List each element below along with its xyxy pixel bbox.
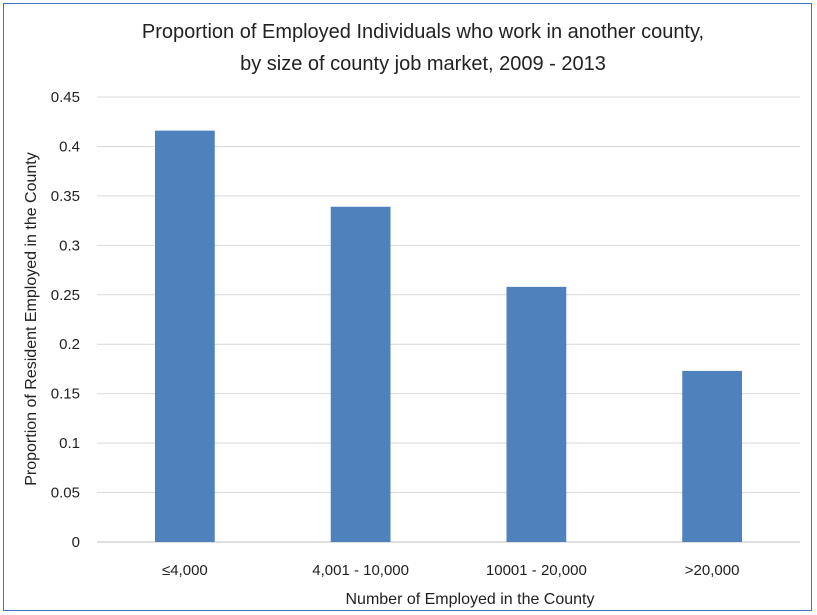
y-tick-label: 0.35 xyxy=(51,188,80,205)
x-axis-title: Number of Employed in the County xyxy=(345,591,594,608)
y-tick-label: 0.05 xyxy=(51,485,80,502)
bar xyxy=(154,130,215,542)
bar xyxy=(330,206,391,542)
x-axis-ticks: ≤4,000 4,001 - 10,000 10001 - 20,000 >20,00… xyxy=(162,562,739,579)
x-tick-label: >20,000 xyxy=(685,562,740,579)
x-tick-label: ≤4,000 xyxy=(162,562,208,579)
x-tick-label: 10001 - 20,000 xyxy=(486,562,587,579)
bar xyxy=(682,370,743,542)
y-tick-label: 0.4 xyxy=(59,138,80,155)
y-tick-label: 0.25 xyxy=(51,287,80,304)
y-axis-ticks: 0 0.05 0.1 0.15 0.2 0.25 0.3 0.35 0.4 0.45 xyxy=(51,89,80,551)
chart-frame xyxy=(3,3,812,611)
y-tick-label: 0.45 xyxy=(51,89,80,106)
chart-title-line-1: Proportion of Employed Individuals who w… xyxy=(142,21,704,43)
y-tick-label: 0.15 xyxy=(51,386,80,403)
y-axis-title: Proportion of Resident Employed in the C… xyxy=(23,152,40,486)
x-tick-label: 4,001 - 10,000 xyxy=(312,562,409,579)
y-tick-label: 0.3 xyxy=(59,237,80,254)
bars xyxy=(154,130,743,542)
y-tick-label: 0 xyxy=(72,534,80,551)
bar xyxy=(506,286,567,542)
y-tick-label: 0.1 xyxy=(59,435,80,452)
chart-title-line-2: by size of county job market, 2009 - 201… xyxy=(240,53,606,75)
y-tick-label: 0.2 xyxy=(59,336,80,353)
